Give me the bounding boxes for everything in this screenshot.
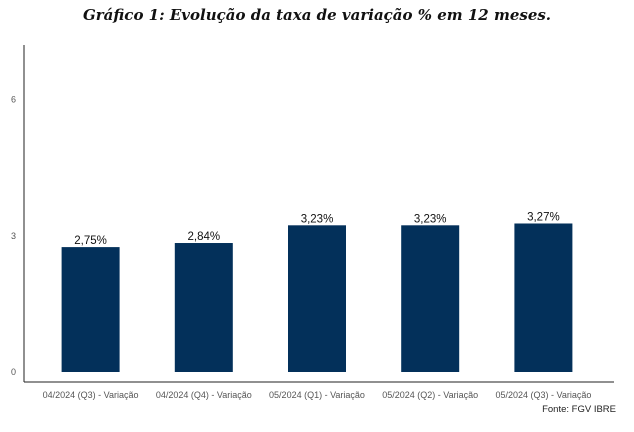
data-labels: 2,75% 2,84% 3,23% 3,23% 3,27% [74, 211, 559, 247]
category-label: 05/2024 (Q1) - Variação [269, 390, 365, 400]
bars [61, 223, 573, 372]
bar [61, 247, 120, 372]
chart-title: Gráfico 1: Evolução da taxa de variação … [82, 6, 552, 24]
y-tick-label: 0 [11, 367, 16, 377]
data-label: 2,75% [74, 235, 107, 247]
data-label: 3,23% [301, 213, 334, 225]
y-tick-labels: 0 3 6 [11, 95, 16, 378]
bar [514, 223, 573, 372]
bar [288, 225, 346, 372]
data-label: 2,84% [187, 231, 220, 243]
y-tick-label: 6 [11, 95, 16, 105]
bar [174, 243, 233, 372]
data-label: 3,23% [414, 213, 447, 225]
category-label: 05/2024 (Q3) - Variação [495, 390, 591, 400]
category-label: 04/2024 (Q4) - Variação [156, 390, 252, 400]
source-note: Fonte: FGV IBRE [542, 404, 616, 415]
category-label: 05/2024 (Q2) - Variação [382, 390, 478, 400]
bar [401, 225, 460, 372]
category-labels: 04/2024 (Q3) - Variação 04/2024 (Q4) - Va… [43, 390, 592, 400]
data-label: 3,27% [527, 211, 560, 223]
y-tick-label: 3 [11, 231, 16, 241]
category-label: 04/2024 (Q3) - Variação [43, 390, 139, 400]
